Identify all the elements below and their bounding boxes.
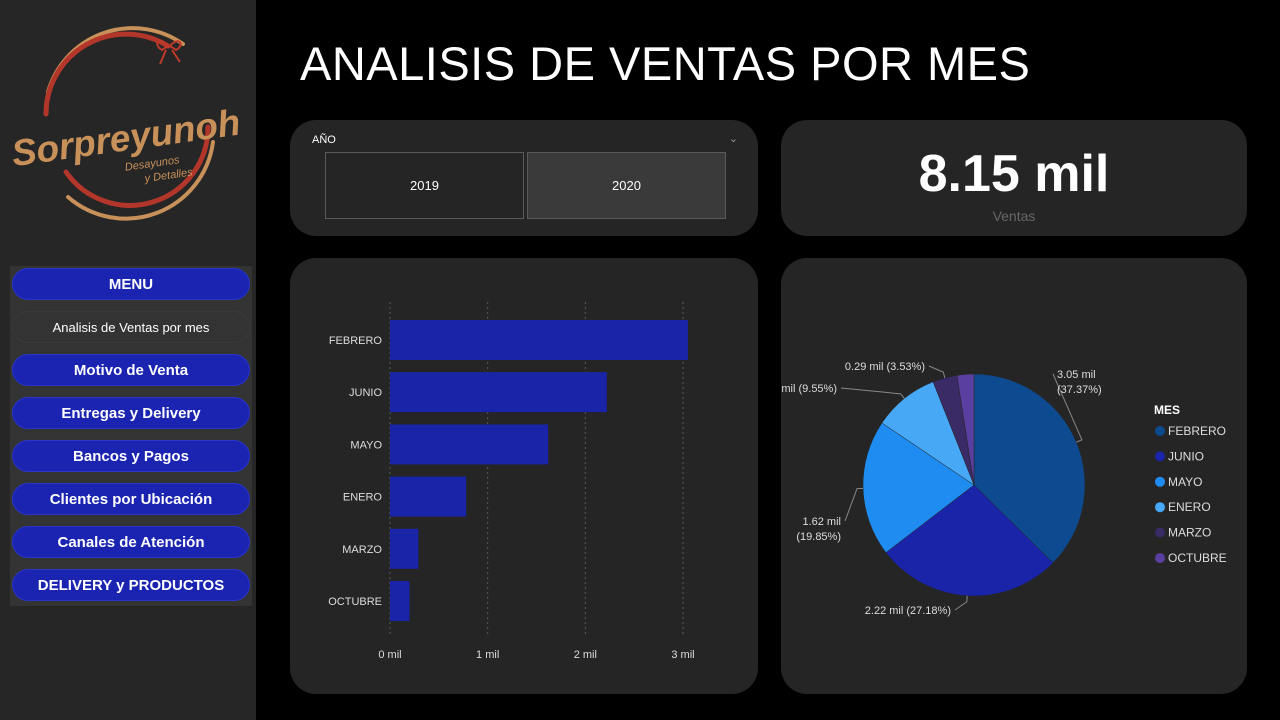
pie-data-label: 3.05 mil	[1057, 369, 1096, 381]
x-tick-label: 0 mil	[378, 649, 401, 661]
pie-data-label: 2.22 mil (27.18%)	[865, 605, 951, 617]
legend-item-enero[interactable]: ENERO	[1168, 500, 1211, 514]
bar-chart-card: 0 mil 1 mil 2 mil 3 mil FEBRERO JUNIO MAYO ENER…	[290, 258, 758, 694]
pie-data-label: 0.29 mil (3.53%)	[845, 361, 925, 373]
pie-data-label: 0.78 mil (9.55%)	[781, 383, 837, 395]
bar-marzo[interactable]	[390, 528, 419, 569]
legend-marker	[1155, 476, 1165, 487]
legend-marker	[1155, 527, 1165, 538]
year-option-2019[interactable]: 2019	[325, 152, 524, 219]
year-slicer-label: AÑO	[312, 134, 336, 146]
category-label: FEBRERO	[329, 335, 383, 347]
pie-leader-line	[844, 487, 864, 522]
pie-slice-octubre[interactable]	[956, 373, 975, 486]
bar-enero[interactable]	[390, 476, 467, 517]
pie-leader-line	[840, 387, 905, 399]
legend-item-febrero[interactable]: FEBRERO	[1168, 424, 1226, 438]
nav-item-motivo-venta[interactable]: Motivo de Venta	[12, 354, 250, 386]
nav-item-canales-atencion[interactable]: Canales de Atención	[12, 526, 250, 558]
logo-ring-top	[43, 31, 171, 117]
bar-octubre[interactable]	[390, 581, 410, 621]
pie-slice-febrero[interactable]	[973, 373, 1086, 564]
category-label: ENERO	[343, 492, 383, 504]
x-tick-label: 1 mil	[476, 649, 499, 661]
legend-item-mayo[interactable]: MAYO	[1168, 475, 1202, 489]
logo-ring-bottom	[63, 124, 211, 208]
legend-marker	[1155, 553, 1165, 563]
category-label: MAYO	[350, 439, 382, 451]
nav-item-entregas-delivery[interactable]: Entregas y Delivery	[12, 397, 250, 429]
nav-item-clientes-ubicacion[interactable]: Clientes por Ubicación	[12, 483, 250, 515]
legend-item-marzo[interactable]: MARZO	[1168, 526, 1211, 540]
pie-leader-line	[1052, 373, 1083, 443]
pie-leader-line	[954, 595, 968, 611]
pie-chart[interactable]: 3.05 mil (37.37%) 2.22 mil (27.18%) 1.62 mi…	[757, 258, 1247, 694]
category-label: MARZO	[342, 544, 382, 556]
legend-marker	[1155, 451, 1165, 462]
nav-item-bancos-pagos[interactable]: Bancos y Pagos	[12, 440, 250, 472]
category-label: OCTUBRE	[328, 596, 382, 608]
nav-item-delivery-productos[interactable]: DELIVERY y PRODUCTOS	[12, 569, 250, 601]
legend-marker	[1155, 502, 1165, 513]
kpi-card: 8.15 mil Ventas	[781, 120, 1247, 236]
legend-marker	[1155, 426, 1165, 436]
legend-item-junio[interactable]: JUNIO	[1168, 449, 1204, 463]
year-option-2020[interactable]: 2020	[527, 152, 726, 219]
sidebar: Sorpreyunoh Desayunos y Detalles MENU An…	[0, 0, 256, 720]
logo-outer-arc-bottom	[66, 140, 215, 221]
legend-item-octubre[interactable]: OCTUBRE	[1168, 551, 1227, 565]
bar-febrero[interactable]	[390, 320, 688, 360]
bar-chart[interactable]: 0 mil 1 mil 2 mil 3 mil FEBRERO JUNIO MAYO ENER…	[290, 258, 758, 694]
pie-data-label: 1.62 mil	[802, 516, 841, 528]
pie-chart-card: 3.05 mil (37.37%) 2.22 mil (27.18%) 1.62 mi…	[757, 258, 1247, 694]
brand-logo: Sorpreyunoh Desayunos y Detalles	[9, 26, 243, 221]
nav-item-analisis-ventas[interactable]: Analisis de Ventas por mes	[12, 311, 250, 343]
nav-menu: MENU Analisis de Ventas por mes Motivo d…	[10, 266, 252, 606]
pie-slice-mayo[interactable]	[862, 422, 975, 553]
pie-data-label-pct: (19.85%)	[796, 531, 841, 543]
bar-mayo[interactable]	[390, 424, 549, 465]
bar-junio[interactable]	[390, 372, 607, 413]
x-tick-label: 2 mil	[574, 649, 597, 661]
category-label: JUNIO	[349, 387, 382, 399]
pie-data-label-pct: (37.37%)	[1057, 384, 1102, 396]
pie-leader-line	[928, 365, 946, 379]
kpi-label: Ventas	[992, 208, 1036, 224]
kpi-value: 8.15 mil	[918, 145, 1110, 203]
ribbon-bow-icon	[156, 40, 182, 65]
year-slicer-card: AÑO ⌄ 2019 2020	[290, 120, 758, 236]
page-title: ANALISIS DE VENTAS POR MES	[300, 37, 1031, 90]
legend-title: MES	[1154, 403, 1180, 417]
chevron-down-icon[interactable]: ⌄	[728, 133, 738, 145]
x-tick-label: 3 mil	[671, 649, 694, 661]
menu-header-button[interactable]: MENU	[12, 268, 250, 300]
